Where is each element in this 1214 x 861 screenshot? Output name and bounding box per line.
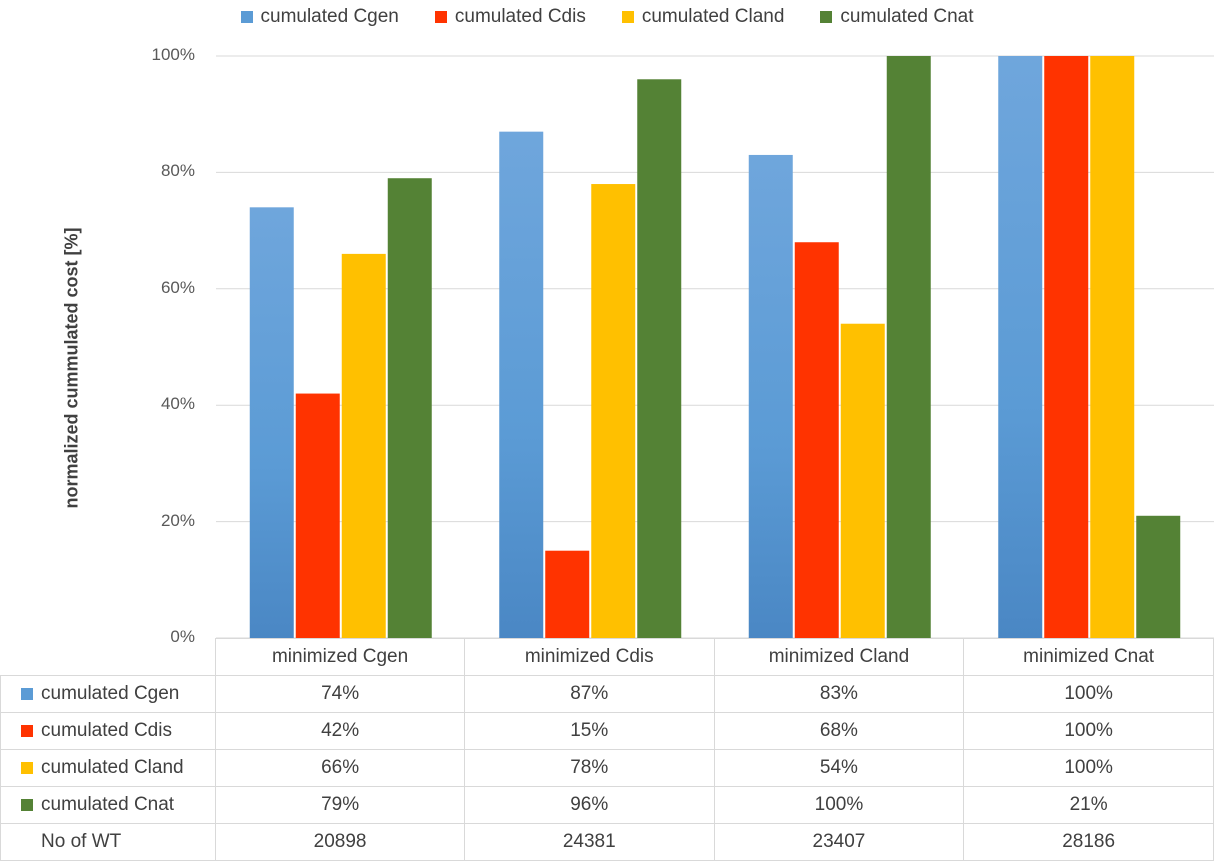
table-row-header: cumulated Cdis bbox=[1, 713, 216, 750]
table-row-header: No of WT bbox=[1, 824, 216, 861]
table-row: No of WT 20898 24381 23407 28186 bbox=[1, 824, 1214, 861]
bar bbox=[250, 207, 294, 638]
table-cell: 100% bbox=[964, 750, 1214, 787]
table-cell: 54% bbox=[714, 750, 964, 787]
table-cell: 42% bbox=[216, 713, 465, 750]
table-cell: 24381 bbox=[464, 824, 714, 861]
bar bbox=[388, 178, 432, 638]
table-row-header: cumulated Cnat bbox=[1, 787, 216, 824]
table-row: cumulated Cland 66% 78% 54% 100% bbox=[1, 750, 1214, 787]
bar-chart-plot bbox=[0, 0, 1214, 640]
table-cell: 23407 bbox=[714, 824, 964, 861]
table-row: cumulated Cgen 74% 87% 83% 100% bbox=[1, 676, 1214, 713]
data-table: minimized Cgen minimized Cdis minimized … bbox=[0, 638, 1214, 861]
row-label: cumulated Cdis bbox=[41, 720, 172, 742]
table-cell: 15% bbox=[464, 713, 714, 750]
bar bbox=[795, 242, 839, 638]
table-header-row: minimized Cgen minimized Cdis minimized … bbox=[1, 639, 1214, 676]
row-swatch-cland bbox=[21, 762, 33, 774]
bar bbox=[545, 551, 589, 638]
bar bbox=[1044, 56, 1088, 638]
table-cell: 21% bbox=[964, 787, 1214, 824]
table-cell: 79% bbox=[216, 787, 465, 824]
table-row: cumulated Cdis 42% 15% 68% 100% bbox=[1, 713, 1214, 750]
bar bbox=[591, 184, 635, 638]
table-cell: 87% bbox=[464, 676, 714, 713]
table-cell: 68% bbox=[714, 713, 964, 750]
row-label: cumulated Cnat bbox=[41, 794, 174, 816]
row-swatch-cnat bbox=[21, 799, 33, 811]
table-corner-cell bbox=[1, 639, 216, 676]
bar bbox=[887, 56, 931, 638]
table-cell: 100% bbox=[964, 676, 1214, 713]
table-cell: 83% bbox=[714, 676, 964, 713]
bar bbox=[841, 324, 885, 638]
table-header-cell: minimized Cnat bbox=[964, 639, 1214, 676]
table-cell: 20898 bbox=[216, 824, 465, 861]
bar bbox=[342, 254, 386, 638]
table-row: cumulated Cnat 79% 96% 100% 21% bbox=[1, 787, 1214, 824]
table-row-header: cumulated Cland bbox=[1, 750, 216, 787]
table-header-cell: minimized Cgen bbox=[216, 639, 465, 676]
bar bbox=[1136, 516, 1180, 638]
bar bbox=[296, 394, 340, 638]
bar-series bbox=[250, 56, 1181, 638]
bar bbox=[749, 155, 793, 638]
row-swatch-cdis bbox=[21, 725, 33, 737]
bar bbox=[1090, 56, 1134, 638]
table-cell: 78% bbox=[464, 750, 714, 787]
row-label: cumulated Cgen bbox=[41, 683, 179, 705]
table-cell: 28186 bbox=[964, 824, 1214, 861]
bar bbox=[998, 56, 1042, 638]
row-label: cumulated Cland bbox=[41, 757, 184, 779]
table-cell: 74% bbox=[216, 676, 465, 713]
row-swatch-cgen bbox=[21, 688, 33, 700]
bar bbox=[499, 132, 543, 638]
table-header-cell: minimized Cdis bbox=[464, 639, 714, 676]
table-cell: 100% bbox=[964, 713, 1214, 750]
table-header-cell: minimized Cland bbox=[714, 639, 964, 676]
table-cell: 100% bbox=[714, 787, 964, 824]
table-row-header: cumulated Cgen bbox=[1, 676, 216, 713]
table-cell: 96% bbox=[464, 787, 714, 824]
table-cell: 66% bbox=[216, 750, 465, 787]
bar bbox=[637, 79, 681, 638]
